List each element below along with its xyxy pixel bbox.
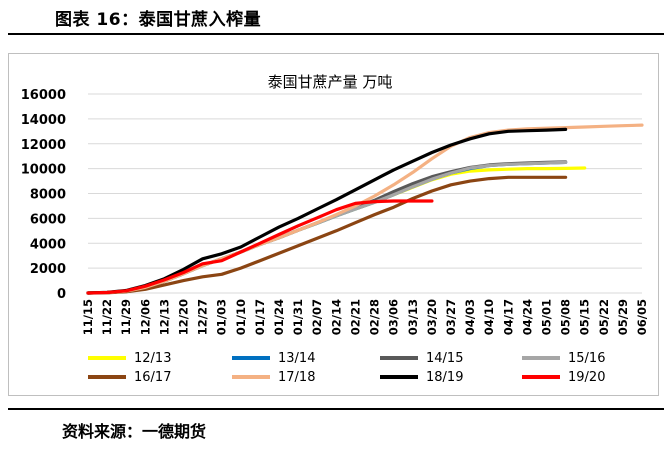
y-tick-label: 2000 bbox=[30, 262, 66, 277]
y-axis: 0 2000 4000 6000 8000 10000 12000 14000 16000 bbox=[21, 88, 66, 302]
x-tick-label: 12/06 bbox=[138, 299, 152, 335]
legend-item: 17/18 bbox=[232, 370, 315, 385]
x-tick-label: 11/29 bbox=[119, 299, 133, 335]
x-tick-label: 12/13 bbox=[157, 299, 171, 335]
y-tick-label: 8000 bbox=[30, 188, 66, 203]
x-tick-label: 03/27 bbox=[444, 299, 458, 335]
x-tick-label: 11/15 bbox=[81, 299, 95, 335]
x-tick-label: 02/07 bbox=[310, 299, 324, 335]
top-rule bbox=[8, 33, 664, 35]
series-line-14-15 bbox=[86, 160, 568, 295]
legend-item: 18/19 bbox=[380, 370, 463, 385]
series-line-13-14 bbox=[86, 160, 568, 295]
legend-item: 16/17 bbox=[88, 370, 171, 385]
legend-label: 19/20 bbox=[568, 370, 605, 385]
x-tick-label: 01/31 bbox=[291, 299, 305, 335]
x-tick-label: 01/10 bbox=[234, 299, 248, 335]
legend-label: 13/14 bbox=[278, 351, 315, 366]
y-tick-label: 4000 bbox=[30, 237, 66, 252]
y-tick-label: 14000 bbox=[21, 113, 66, 128]
x-tick-label: 05/01 bbox=[539, 299, 553, 335]
y-tick-label: 10000 bbox=[21, 163, 66, 178]
legend-item: 19/20 bbox=[522, 370, 605, 385]
legend-label: 12/13 bbox=[134, 351, 171, 366]
figure-heading: 图表 16：泰国甘蔗入榨量 bbox=[55, 10, 262, 30]
x-axis: 11/15 11/22 11/29 12/06 12/13 12/20 12/27 01/03… bbox=[81, 299, 649, 335]
legend-label: 18/19 bbox=[426, 370, 463, 385]
legend-label: 17/18 bbox=[278, 370, 315, 385]
series-line-19-20 bbox=[86, 199, 434, 295]
y-tick-label: 12000 bbox=[21, 138, 66, 153]
chart-title: 泰国甘蔗产量 万吨 bbox=[268, 73, 393, 91]
x-tick-label: 03/06 bbox=[387, 299, 401, 335]
x-tick-label: 05/22 bbox=[597, 299, 611, 335]
x-tick-label: 11/22 bbox=[100, 299, 114, 335]
x-tick-label: 04/10 bbox=[482, 299, 496, 335]
legend-item: 12/13 bbox=[88, 351, 171, 366]
x-tick-label: 04/17 bbox=[501, 299, 515, 335]
x-tick-label: 02/28 bbox=[368, 299, 382, 335]
x-tick-label: 02/21 bbox=[348, 299, 362, 335]
source-note: 资料来源：一德期货 bbox=[62, 422, 207, 441]
chart-frame bbox=[8, 53, 659, 396]
legend: 12/13 13/14 14/15 15/16 16/17 17/18 18/19 19/20 bbox=[88, 351, 605, 385]
x-tick-label: 05/15 bbox=[578, 299, 592, 335]
x-tick-label: 06/05 bbox=[635, 299, 649, 335]
x-tick-label: 01/24 bbox=[272, 299, 286, 335]
x-tick-label: 04/03 bbox=[463, 299, 477, 335]
x-tick-label: 05/08 bbox=[559, 299, 573, 335]
legend-item: 14/15 bbox=[380, 351, 463, 366]
x-tick-label: 03/20 bbox=[425, 299, 439, 335]
legend-label: 16/17 bbox=[134, 370, 171, 385]
x-tick-label: 01/17 bbox=[253, 299, 267, 335]
x-tick-label: 02/14 bbox=[329, 299, 343, 335]
x-tick-label: 03/13 bbox=[406, 299, 420, 335]
gridlines bbox=[88, 93, 642, 294]
legend-label: 15/16 bbox=[568, 351, 605, 366]
y-tick-label: 16000 bbox=[21, 88, 66, 103]
x-tick-label: 12/27 bbox=[196, 299, 210, 335]
x-tick-label: 12/20 bbox=[177, 299, 191, 335]
legend-item: 15/16 bbox=[522, 351, 605, 366]
series-lines bbox=[86, 123, 644, 295]
x-tick-label: 01/03 bbox=[215, 299, 229, 335]
legend-label: 14/15 bbox=[426, 351, 463, 366]
bottom-rule bbox=[8, 408, 664, 410]
y-tick-label: 6000 bbox=[30, 212, 66, 227]
x-tick-label: 04/24 bbox=[520, 299, 534, 335]
x-tick-label: 05/29 bbox=[616, 299, 630, 335]
series-line-16-17 bbox=[86, 175, 568, 295]
y-tick-label: 0 bbox=[57, 287, 66, 302]
legend-item: 13/14 bbox=[232, 351, 315, 366]
series-line-15-16 bbox=[86, 160, 568, 295]
